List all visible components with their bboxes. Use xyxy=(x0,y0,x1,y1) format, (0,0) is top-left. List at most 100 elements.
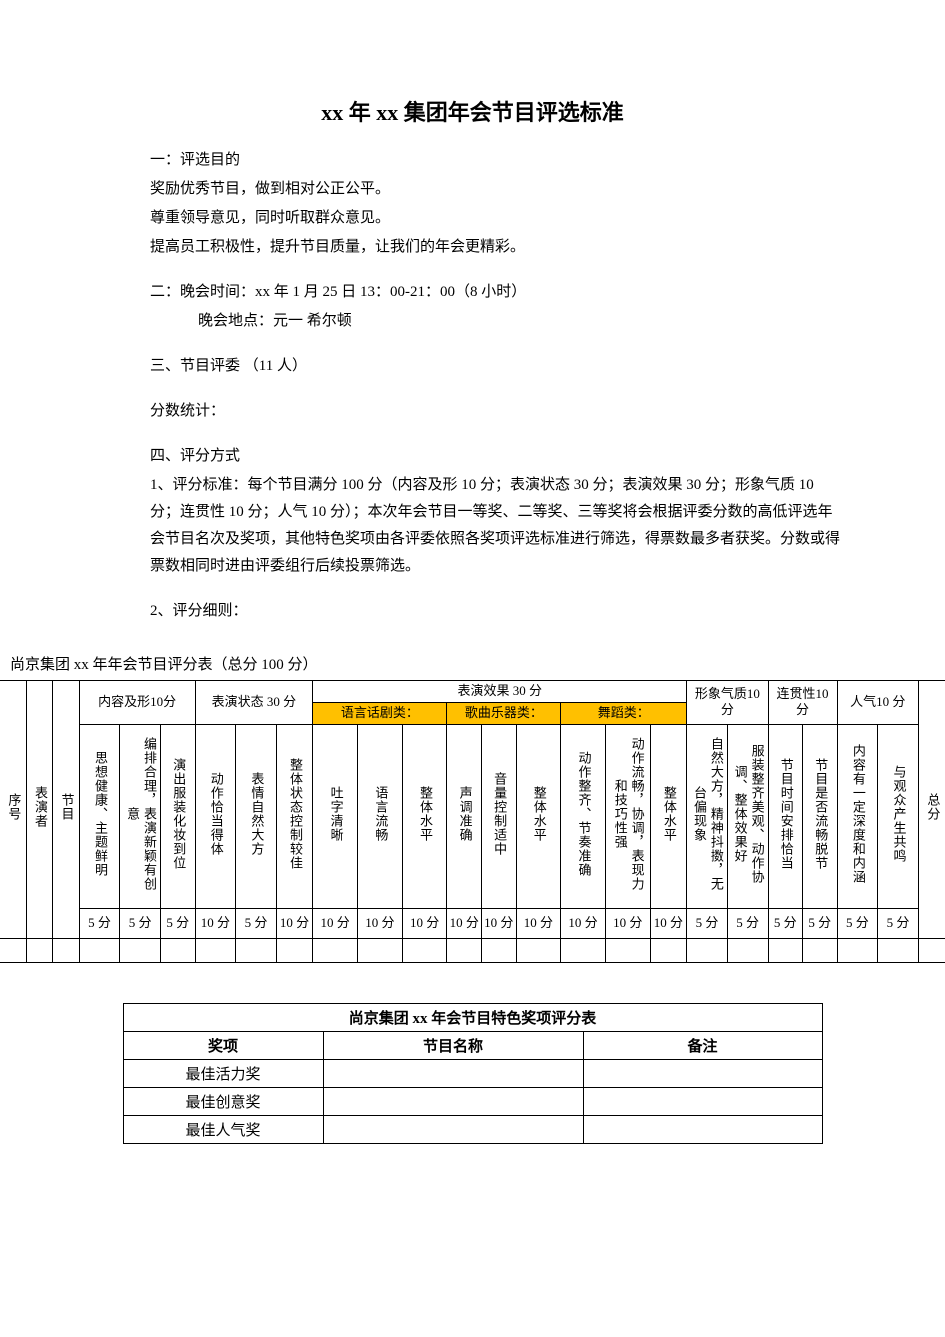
crit-21: 与观众产生共鸣 xyxy=(878,724,919,908)
crit-15: 整体水平 xyxy=(650,724,687,908)
crit-12: 整体水平 xyxy=(516,724,561,908)
crit-14: 动作流畅，协调，表现力和技巧性强 xyxy=(605,724,650,908)
blank-data-row xyxy=(0,938,945,962)
special-note-0 xyxy=(583,1059,822,1087)
pts-8: 10 分 xyxy=(358,908,403,938)
special-name-1 xyxy=(323,1087,583,1115)
sec3-line1: 三、节目评委 （11 人） xyxy=(150,353,845,380)
pts-1: 5 分 xyxy=(79,908,120,938)
subcat-song: 歌曲乐器类： xyxy=(447,702,561,724)
hdr-content: 内容及形10分 xyxy=(79,681,195,725)
subcat-lang: 语言话剧类： xyxy=(313,702,447,724)
crit-19: 节目是否流畅脱节 xyxy=(803,724,838,908)
crit-17: 服装整齐美观、动作协调、整体效果好 xyxy=(727,724,768,908)
cell xyxy=(447,938,482,962)
col-total: 总分 xyxy=(918,681,945,939)
special-name-2 xyxy=(323,1115,583,1143)
crit-5: 表情自然大方 xyxy=(236,724,277,908)
stats-line: 分数统计： xyxy=(150,398,845,425)
crit-7: 吐字清晰 xyxy=(313,724,358,908)
cell xyxy=(727,938,768,962)
pts-10: 10 分 xyxy=(447,908,482,938)
cell xyxy=(120,938,161,962)
special-header-row: 奖项 节目名称 备注 xyxy=(123,1031,822,1059)
page-title: xx 年 xx 集团年会节目评选标准 xyxy=(0,0,945,147)
sec4-p1: 1、评分标准：每个节目满分 100 分（内容及形 10 分；表演状态 30 分；… xyxy=(150,472,845,580)
pts-15: 10 分 xyxy=(650,908,687,938)
crit-8: 语言流畅 xyxy=(358,724,403,908)
crit-16: 自然大方，精神抖擞，无台偏现象 xyxy=(687,724,728,908)
special-row-0: 最佳活力奖 xyxy=(123,1059,822,1087)
cell xyxy=(650,938,687,962)
special-title-row: 尚京集团 xx 年会节目特色奖项评分表 xyxy=(123,1003,822,1031)
pts-11: 10 分 xyxy=(481,908,516,938)
crit-13: 动作整齐、节奏准确 xyxy=(561,724,606,908)
special-row-2: 最佳人气奖 xyxy=(123,1115,822,1143)
cell xyxy=(79,938,120,962)
cell xyxy=(918,938,945,962)
body-content: 一：评选目的 奖励优秀节目，做到相对公正公平。 尊重领导意见，同时听取群众意见。… xyxy=(0,147,945,625)
hdr-coherence: 连贯性10 分 xyxy=(768,681,837,725)
header-row-1: 序号 表演者 节目 内容及形10分 表演状态 30 分 表演效果 30 分 形象… xyxy=(0,681,945,703)
crit-2: 编排合理，表演新颖有创意 xyxy=(120,724,161,908)
sec2-line1: 二：晚会时间：xx 年 1 月 25 日 13：00-21：00（8 小时） xyxy=(150,279,845,306)
cell xyxy=(53,938,79,962)
pts-6: 10 分 xyxy=(276,908,313,938)
special-note-1 xyxy=(583,1087,822,1115)
sec2-line2: 晚会地点：元一 希尔顿 xyxy=(150,308,845,335)
hdr-effect: 表演效果 30 分 xyxy=(313,681,687,703)
sec4-heading: 四、评分方式 xyxy=(150,443,845,470)
cell xyxy=(0,938,26,962)
pts-20: 5 分 xyxy=(837,908,878,938)
cell xyxy=(313,938,358,962)
cell xyxy=(687,938,728,962)
points-row: 5 分 5 分 5 分 10 分 5 分 10 分 10 分 10 分 10 分… xyxy=(0,908,945,938)
crit-20: 内容有一定深度和内涵 xyxy=(837,724,878,908)
special-row-1: 最佳创意奖 xyxy=(123,1087,822,1115)
pts-21: 5 分 xyxy=(878,908,919,938)
pts-17: 5 分 xyxy=(727,908,768,938)
pts-7: 10 分 xyxy=(313,908,358,938)
scoring-caption: 尚京集团 xx 年年会节目评分表（总分 100 分） xyxy=(10,653,945,674)
special-title: 尚京集团 xx 年会节目特色奖项评分表 xyxy=(123,1003,822,1031)
sec1-line1: 奖励优秀节目，做到相对公正公平。 xyxy=(150,176,845,203)
subcat-dance: 舞蹈类： xyxy=(561,702,687,724)
crit-9: 整体水平 xyxy=(402,724,447,908)
cell xyxy=(481,938,516,962)
pts-4: 10 分 xyxy=(195,908,236,938)
cell xyxy=(878,938,919,962)
cell xyxy=(402,938,447,962)
cell xyxy=(768,938,803,962)
col-seq: 序号 xyxy=(0,681,26,939)
cell xyxy=(605,938,650,962)
cell xyxy=(358,938,403,962)
special-awards-table: 尚京集团 xx 年会节目特色奖项评分表 奖项 节目名称 备注 最佳活力奖 最佳创… xyxy=(123,1003,823,1144)
special-award-0: 最佳活力奖 xyxy=(123,1059,323,1087)
special-note-2 xyxy=(583,1115,822,1143)
hdr-popularity: 人气10 分 xyxy=(837,681,918,725)
cell xyxy=(561,938,606,962)
crit-11: 音量控制适中 xyxy=(481,724,516,908)
cell xyxy=(26,938,52,962)
special-col-award: 奖项 xyxy=(123,1031,323,1059)
crit-3: 演出服装化妆到位 xyxy=(160,724,195,908)
cell xyxy=(837,938,878,962)
special-col-note: 备注 xyxy=(583,1031,822,1059)
sec4-p2: 2、评分细则： xyxy=(150,598,845,625)
crit-18: 节目时间安排恰当 xyxy=(768,724,803,908)
crit-10: 声调准确 xyxy=(447,724,482,908)
crit-1: 思想健康、主题鲜明 xyxy=(79,724,120,908)
pts-18: 5 分 xyxy=(768,908,803,938)
pts-2: 5 分 xyxy=(120,908,161,938)
pts-12: 10 分 xyxy=(516,908,561,938)
cell xyxy=(276,938,313,962)
special-name-0 xyxy=(323,1059,583,1087)
hdr-state: 表演状态 30 分 xyxy=(195,681,313,725)
crit-6: 整体状态控制较佳 xyxy=(276,724,313,908)
criteria-row: 思想健康、主题鲜明 编排合理，表演新颖有创意 演出服装化妆到位 动作恰当得体 表… xyxy=(0,724,945,908)
pts-3: 5 分 xyxy=(160,908,195,938)
pts-16: 5 分 xyxy=(687,908,728,938)
sec1-line2: 尊重领导意见，同时听取群众意见。 xyxy=(150,205,845,232)
cell xyxy=(236,938,277,962)
col-performer: 表演者 xyxy=(26,681,52,939)
